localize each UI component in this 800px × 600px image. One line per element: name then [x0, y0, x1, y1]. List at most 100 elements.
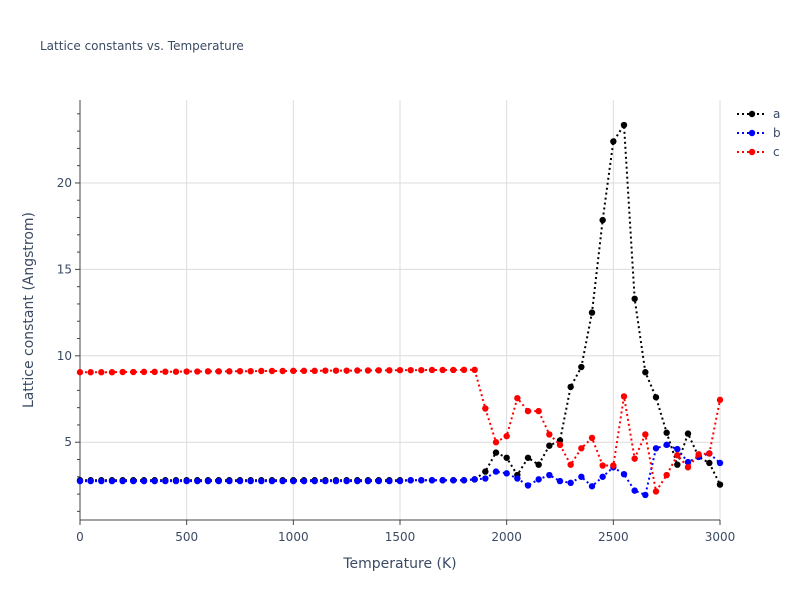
- data-point[interactable]: [258, 367, 265, 375]
- data-point[interactable]: [471, 476, 478, 483]
- data-point[interactable]: [172, 368, 180, 375]
- data-point[interactable]: [695, 451, 702, 458]
- data-point[interactable]: [396, 366, 404, 374]
- data-point[interactable]: [599, 462, 606, 469]
- data-point[interactable]: [631, 295, 638, 302]
- data-point[interactable]: [290, 367, 297, 375]
- data-point[interactable]: [503, 432, 510, 440]
- data-point[interactable]: [151, 477, 158, 485]
- legend-item-c[interactable]: c: [737, 145, 780, 159]
- data-point[interactable]: [482, 475, 489, 482]
- data-point[interactable]: [140, 368, 148, 376]
- data-point[interactable]: [183, 368, 190, 375]
- data-point[interactable]: [140, 477, 148, 485]
- data-point[interactable]: [354, 367, 361, 374]
- data-point[interactable]: [684, 430, 692, 437]
- data-point[interactable]: [322, 477, 329, 485]
- data-point[interactable]: [492, 468, 500, 475]
- data-point[interactable]: [674, 445, 681, 453]
- data-point[interactable]: [492, 439, 500, 446]
- data-point[interactable]: [652, 488, 660, 495]
- data-point[interactable]: [279, 477, 286, 485]
- data-point[interactable]: [258, 477, 265, 485]
- data-point[interactable]: [663, 441, 670, 449]
- data-point[interactable]: [503, 454, 510, 461]
- data-point[interactable]: [535, 476, 542, 483]
- data-point[interactable]: [706, 459, 713, 467]
- data-point[interactable]: [375, 367, 382, 374]
- data-point[interactable]: [108, 477, 116, 485]
- legend-item-b[interactable]: b: [737, 126, 781, 140]
- data-point[interactable]: [311, 367, 318, 375]
- data-point[interactable]: [716, 459, 724, 467]
- data-point[interactable]: [471, 366, 478, 374]
- data-point[interactable]: [300, 477, 308, 485]
- data-point[interactable]: [76, 477, 84, 485]
- data-point[interactable]: [588, 483, 596, 490]
- data-point[interactable]: [610, 462, 617, 469]
- data-point[interactable]: [524, 482, 532, 489]
- data-point[interactable]: [236, 477, 244, 485]
- data-point[interactable]: [407, 477, 414, 484]
- data-point[interactable]: [460, 477, 468, 484]
- data-point[interactable]: [418, 366, 425, 374]
- data-point[interactable]: [375, 477, 382, 485]
- data-point[interactable]: [98, 369, 105, 376]
- data-point[interactable]: [716, 481, 724, 488]
- data-point[interactable]: [535, 407, 542, 415]
- data-point[interactable]: [268, 477, 276, 485]
- legend[interactable]: abc: [737, 107, 781, 159]
- data-point[interactable]: [418, 477, 425, 484]
- data-point[interactable]: [535, 461, 542, 468]
- data-point[interactable]: [204, 477, 212, 485]
- data-point[interactable]: [396, 477, 404, 485]
- data-point[interactable]: [642, 491, 649, 499]
- data-point[interactable]: [631, 487, 638, 494]
- data-point[interactable]: [428, 477, 436, 484]
- data-point[interactable]: [482, 405, 489, 412]
- data-point[interactable]: [194, 368, 201, 375]
- data-point[interactable]: [588, 309, 596, 316]
- data-point[interactable]: [215, 477, 222, 485]
- data-point[interactable]: [706, 450, 713, 457]
- data-point[interactable]: [386, 367, 393, 374]
- data-point[interactable]: [716, 396, 724, 404]
- data-point[interactable]: [364, 477, 372, 485]
- data-point[interactable]: [631, 455, 638, 462]
- data-point[interactable]: [492, 449, 500, 456]
- data-point[interactable]: [386, 477, 393, 485]
- data-point[interactable]: [588, 434, 596, 442]
- data-point[interactable]: [556, 477, 564, 485]
- data-point[interactable]: [567, 461, 574, 468]
- data-point[interactable]: [514, 475, 521, 482]
- data-point[interactable]: [674, 451, 681, 459]
- data-point[interactable]: [652, 445, 660, 452]
- data-point[interactable]: [578, 445, 585, 452]
- data-point[interactable]: [130, 368, 137, 376]
- data-point[interactable]: [322, 367, 329, 374]
- data-point[interactable]: [663, 471, 670, 479]
- data-point[interactable]: [674, 461, 681, 468]
- data-point[interactable]: [98, 477, 105, 485]
- data-point[interactable]: [108, 369, 116, 376]
- data-point[interactable]: [247, 477, 254, 485]
- data-point[interactable]: [119, 368, 126, 376]
- data-point[interactable]: [364, 367, 372, 374]
- data-point[interactable]: [642, 369, 649, 376]
- data-point[interactable]: [215, 368, 222, 375]
- data-point[interactable]: [599, 473, 606, 480]
- data-point[interactable]: [620, 121, 628, 129]
- data-point[interactable]: [87, 369, 94, 376]
- data-point[interactable]: [599, 216, 606, 224]
- data-point[interactable]: [343, 477, 350, 485]
- data-point[interactable]: [162, 368, 169, 375]
- data-point[interactable]: [439, 366, 446, 374]
- data-point[interactable]: [556, 441, 564, 449]
- data-point[interactable]: [226, 368, 233, 375]
- data-point[interactable]: [407, 366, 414, 374]
- data-point[interactable]: [684, 458, 692, 466]
- data-point[interactable]: [343, 367, 350, 374]
- data-point[interactable]: [162, 477, 169, 485]
- data-point[interactable]: [652, 394, 660, 401]
- data-point[interactable]: [450, 366, 457, 374]
